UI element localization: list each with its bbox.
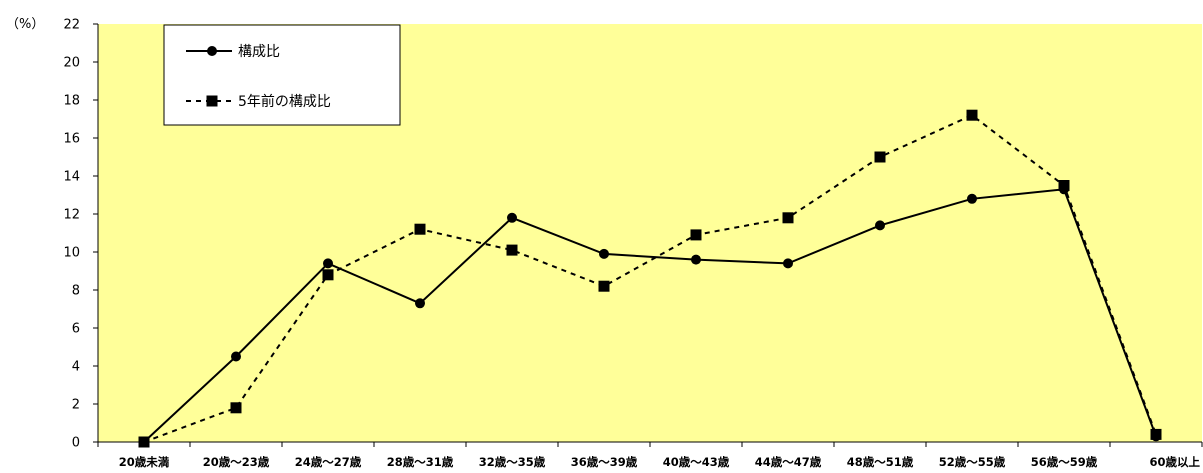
legend: 構成比 5年前の構成比 [163,24,401,126]
series-2-point [1150,428,1162,440]
x-tick-label: 48歳～51歳 [847,455,914,469]
series-2-point [506,244,518,256]
axes [93,23,1203,447]
y-tick-label: 20 [63,56,80,71]
series-2-point [414,223,426,235]
series-1-point [599,248,609,259]
x-tick-label: 44歳～47歳 [755,455,822,469]
y-tick-label: 6 [72,322,80,337]
y-tick-label: 22 [63,18,80,33]
series-2-point [138,436,150,448]
series-2-point [230,402,242,414]
y-tick-label: 18 [63,94,80,109]
x-tick-label: 28歳～31歳 [387,455,454,469]
series-1-point [967,193,977,204]
x-tick-label: 20歳未満 [119,455,170,469]
series-1-point [323,258,333,269]
x-tick-labels: 20歳未満 20歳～23歳 24歳～27歳 28歳～31歳 32歳～35歳 36歳～39歳… [119,455,1201,469]
x-tick-label: 24歳～27歳 [295,455,362,469]
y-axis-unit-label: （%） [6,17,44,32]
series-1-point [783,258,793,269]
series-line-1 [143,188,1157,443]
y-tick-label: 16 [63,132,80,147]
y-tick-label: 10 [63,246,80,261]
legend-marker-circle [207,46,217,56]
x-tick-label: 20歳～23歳 [203,455,270,469]
y-tick-labels: 0 2 4 6 8 10 12 14 16 18 20 22 [63,18,80,451]
series-1-point [875,220,885,231]
x-tick-label: 32歳～35歳 [479,455,546,469]
y-tick-label: 14 [63,170,80,185]
y-tick-label: 8 [72,284,80,299]
series-1-point [507,212,517,223]
series-2-point [782,212,794,224]
series-group [138,109,1162,448]
x-tick-label: 36歳～39歳 [571,455,638,469]
legend-marker-square [206,95,218,107]
x-tick-label: 40歳～43歳 [663,455,730,469]
series-1-point [231,351,241,362]
series-2-point [598,280,610,292]
y-tick-label: 2 [72,398,80,413]
legend-label-2: 5年前の構成比 [238,93,331,110]
series-line-2 [143,114,1157,443]
legend-box [163,24,401,126]
series-2-point [966,109,978,121]
x-tick-label: 60歳以上 [1149,455,1200,469]
series-1-point [415,298,425,309]
y-tick-label: 4 [72,360,80,375]
series-2-point [690,229,702,241]
legend-label-1: 構成比 [238,44,280,60]
x-tick-label: 52歳～55歳 [939,455,1006,469]
y-tick-label: 0 [72,436,80,451]
series-2-point [1058,180,1070,191]
series-2-point [874,151,886,163]
y-tick-label: 12 [63,208,80,223]
series-2-point [322,269,334,281]
series-1-point [691,254,701,265]
x-tick-label: 56歳～59歳 [1031,455,1098,469]
